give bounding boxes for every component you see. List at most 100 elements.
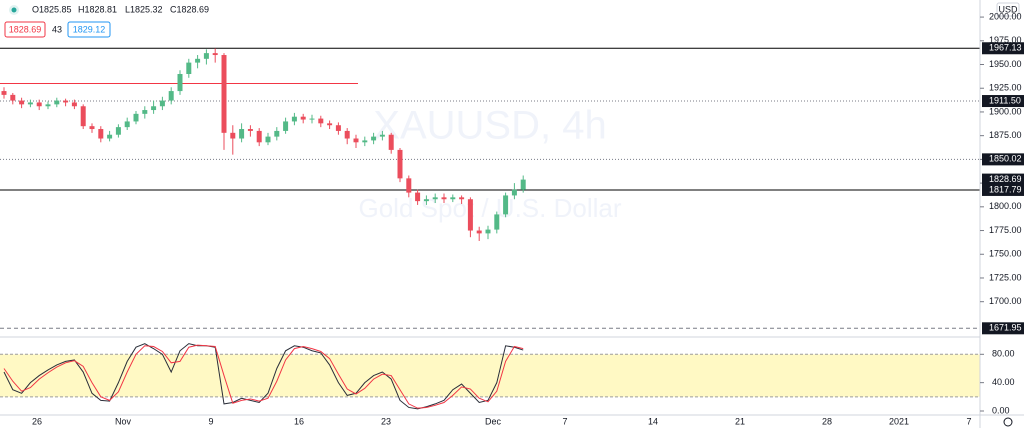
x-tick-label: 7 [562,416,567,426]
candle-body [63,100,69,103]
level-label: 1967.13 [989,43,1022,53]
x-tick-label: 9 [208,416,213,426]
y-tick-label: 1950.00 [989,59,1022,69]
candle-body [177,74,183,92]
x-tick-label: Nov [115,416,132,426]
y-tick-label: 1725.00 [989,272,1022,282]
candle-body [485,229,491,234]
candle-body [318,118,324,124]
candle-body [10,94,16,101]
candle-body [265,136,271,143]
y-tick-label: 0.00 [992,405,1010,415]
ohlc-open: O1825.85 [32,4,72,14]
sell-price: 1828.69 [9,24,42,34]
y-tick-label: 1700.00 [989,296,1022,306]
level-label-bg [982,42,1024,55]
candle-body [124,121,130,128]
candle-body [291,116,297,122]
level-label: 1671.95 [989,323,1022,333]
y-tick-label: 1775.00 [989,225,1022,235]
spread: 43 [52,24,62,34]
watermark-sub: Gold Spot / U.S. Dollar [359,193,622,223]
level-label-bg [982,183,1024,196]
stoch-line [3,343,524,410]
x-tick-label: 7 [966,416,971,426]
candle-body [441,197,447,200]
ohlc-close: C1828.69 [170,4,209,14]
settings-icon[interactable] [1003,417,1013,427]
candle-body [98,129,104,139]
candle-body [1,91,7,95]
currency: USD [998,4,1018,14]
candle-body [115,127,121,135]
level-label: 1817.79 [989,184,1022,194]
candle-body [203,53,209,59]
candle-body [406,178,412,193]
y-tick-label: 1875.00 [989,130,1022,140]
candle-body [19,100,25,105]
candle-body [511,189,517,196]
candle-body [247,129,253,131]
candle-body [239,129,245,139]
candle-body [415,192,421,202]
y-tick-label: 1925.00 [989,83,1022,93]
y-tick-label: 1900.00 [989,106,1022,116]
candle-body [221,55,227,133]
sell-button[interactable] [4,21,46,38]
level-label-bg [982,153,1024,166]
level-label-bg [982,95,1024,108]
candle-body [459,197,465,200]
x-tick-label: 26 [32,416,42,426]
candle-body [80,106,86,127]
level-label-bg [982,322,1024,335]
buy-price: 1829.12 [73,24,106,34]
y-tick-label: 40.00 [992,377,1015,387]
candle-body [151,106,157,111]
candle-body [353,138,359,143]
candle-body [256,130,262,143]
candle-body [520,179,526,190]
level-label: 1911.50 [989,95,1021,105]
x-tick-label: 14 [648,416,658,426]
y-tick-label: 1975.00 [989,35,1022,45]
candle-body [494,214,500,230]
candle-body [423,199,429,202]
y-tick-label: 1750.00 [989,249,1022,259]
candle-body [432,197,438,200]
candle-body [142,110,148,114]
candle-body [476,230,482,234]
ohlc-high: H1828.81 [78,4,117,14]
ohlc-low: L1825.32 [125,4,163,14]
candle-body [89,126,95,130]
x-tick-label: 28 [822,416,832,426]
level-label: 1850.02 [989,154,1022,164]
candle-body [283,121,289,131]
candle-body [168,91,174,101]
candle-body [186,62,192,74]
x-tick-label: 21 [735,416,745,426]
candle-body [388,134,394,150]
candle-body [344,130,350,139]
candle-body [107,134,113,139]
level-label-bg [982,173,1024,186]
candle-body [27,102,33,105]
candle-body [36,102,42,107]
candle-body [159,100,165,107]
symbol-icon-dot [11,7,17,13]
candle-body [274,130,280,137]
buy-button[interactable] [67,21,111,38]
band [0,354,980,397]
candle-body [327,123,333,126]
candle-body [397,149,403,179]
y-tick-label: 2000.00 [989,11,1022,21]
x-tick-label: 23 [381,416,391,426]
candle-body [450,197,456,200]
candle-body [195,58,201,63]
candle-body [503,195,509,215]
candle-body [71,102,77,107]
currency-button[interactable] [996,2,1020,17]
candle-body [309,118,315,120]
level-label: 1828.69 [989,174,1022,184]
candle-body [379,134,385,137]
